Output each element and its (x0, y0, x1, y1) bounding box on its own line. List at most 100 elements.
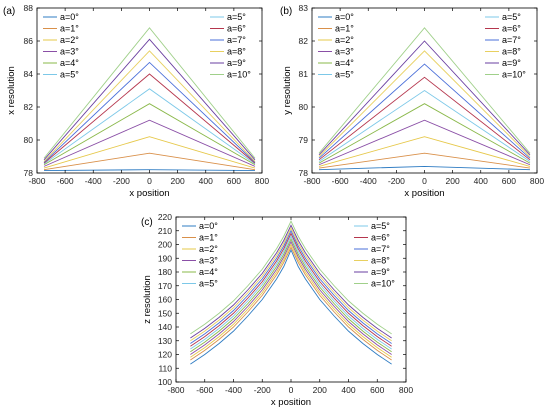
legend-entry: a=0° (199, 221, 218, 231)
series-line (190, 246, 392, 361)
legend-entry: a=4° (335, 58, 354, 68)
series-line (190, 232, 392, 347)
x-tick-label: -800 (167, 385, 184, 395)
legend-entry: a=2° (335, 35, 354, 45)
series-line (44, 169, 255, 171)
series-line (190, 243, 392, 358)
legend-entry: a=7° (227, 35, 246, 45)
y-tick-label: 200 (158, 240, 172, 250)
legend-entry: a=0° (60, 12, 79, 22)
legend-entry: a=6° (371, 233, 390, 243)
y-tick-label: 170 (158, 281, 172, 291)
series-line (190, 226, 392, 342)
series-line (318, 50, 531, 157)
legend-entry: a=9° (371, 267, 390, 277)
y-tick-label: 79 (299, 135, 309, 145)
legend-entry: a=6° (227, 24, 246, 34)
legend-entry: a=5° (227, 12, 246, 22)
series-line (190, 240, 392, 355)
y-tick-label: 82 (299, 36, 309, 46)
panel-label: (a) (3, 6, 15, 17)
legend-entry: a=5° (335, 70, 354, 80)
series-line (318, 27, 531, 154)
legend-entry: a=1° (60, 24, 79, 34)
x-tick-label: 600 (502, 176, 516, 186)
y-tick-label: 220 (158, 212, 172, 222)
legend-entry: a=9° (502, 58, 521, 68)
x-tick-label: 800 (255, 176, 269, 186)
y-tick-label: 80 (24, 135, 34, 145)
series-line (43, 88, 256, 165)
x-tick-label: -800 (303, 176, 320, 186)
legend-entry: a=2° (199, 244, 218, 254)
series-line (190, 248, 392, 365)
series-line (318, 103, 531, 164)
legend-entry: a=8° (502, 47, 521, 57)
series-line (43, 61, 256, 163)
legend-entry: a=10° (227, 70, 251, 80)
legend-entry: a=7° (502, 35, 521, 45)
legend-entry: a=5° (371, 221, 390, 231)
legend-entry: a=6° (502, 24, 521, 34)
legend-entry: a=3° (335, 47, 354, 57)
x-tick-label: 600 (227, 176, 241, 186)
series-line (43, 103, 256, 166)
chart-panel-2: (c) -800 -600 -400 -200 0 200 400 600 800 100 110 12… (141, 212, 413, 408)
y-tick-label: 100 (158, 377, 172, 387)
legend-entry: a=2° (60, 35, 79, 45)
series-line (318, 119, 531, 166)
legend-entry: a=4° (199, 267, 218, 277)
series-line (43, 50, 256, 162)
legend-entry: a=9° (227, 58, 246, 68)
x-tick-label: -600 (332, 176, 349, 186)
panel-label: (b) (280, 6, 292, 17)
series-line (190, 229, 392, 344)
x-tick-label: 400 (474, 176, 488, 186)
y-tick-label: 140 (158, 322, 172, 332)
x-tick-label: -200 (113, 176, 130, 186)
legend-entry: a=5° (199, 279, 218, 289)
x-tick-label: -400 (360, 176, 377, 186)
legend-entry: a=10° (502, 70, 526, 80)
x-tick-label: 800 (530, 176, 544, 186)
x-tick-label: -600 (57, 176, 74, 186)
y-tick-label: 110 (158, 363, 172, 373)
legend-entry: a=5° (60, 70, 79, 80)
y-tick-label: 130 (158, 336, 172, 346)
panel-label: (c) (141, 217, 153, 228)
x-tick-label: -400 (85, 176, 102, 186)
y-axis-label: z resolution (142, 275, 153, 324)
series-line (43, 152, 256, 171)
series-line (190, 220, 392, 335)
x-tick-label: 800 (399, 385, 413, 395)
series-line (318, 89, 531, 162)
x-tick-label: -800 (28, 176, 45, 186)
series-line (190, 237, 392, 353)
x-tick-label: -600 (196, 385, 213, 395)
y-tick-label: 150 (158, 308, 172, 318)
x-tick-label: 200 (313, 385, 327, 395)
x-tick-label: 200 (446, 176, 460, 186)
legend-entry: a=5° (502, 12, 521, 22)
series-line (318, 76, 531, 161)
x-axis-label: x position (404, 188, 444, 199)
series-line (318, 152, 531, 169)
legend-entry: a=1° (199, 233, 218, 243)
y-tick-label: 180 (158, 267, 172, 277)
legend-entry: a=4° (60, 58, 79, 68)
series-line (318, 63, 531, 159)
x-tick-label: 0 (147, 176, 152, 186)
y-tick-label: 80 (299, 102, 309, 112)
legend-entry: a=3° (60, 47, 79, 57)
series-line (43, 136, 256, 169)
y-axis-label: x resolution (6, 66, 17, 115)
x-tick-label: -200 (388, 176, 405, 186)
y-tick-label: 190 (158, 253, 172, 263)
legend-entry: a=7° (371, 244, 390, 254)
y-tick-label: 83 (299, 3, 309, 13)
y-axis-label: y resolution (282, 66, 293, 115)
series-line (43, 38, 256, 161)
legend-entry: a=1° (335, 24, 354, 34)
series-line (43, 119, 256, 167)
